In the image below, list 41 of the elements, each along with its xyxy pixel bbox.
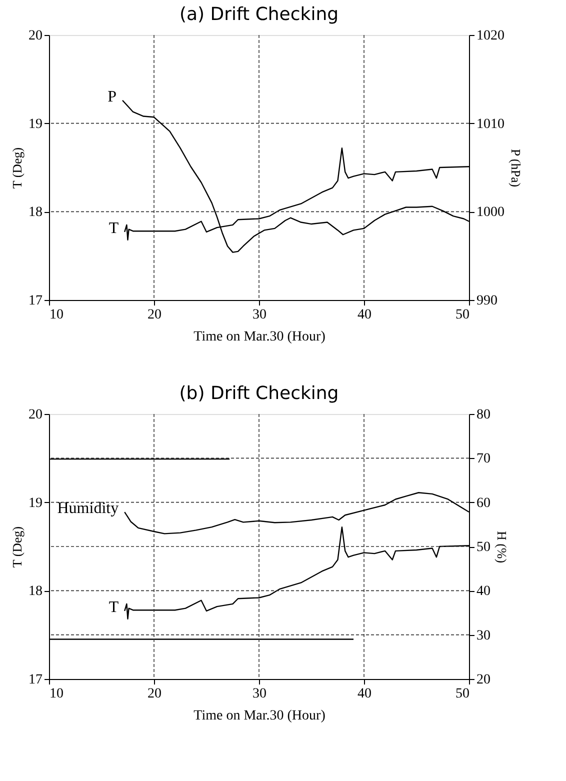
y2-tick-label: 80	[476, 408, 490, 422]
y2-tick-label: 30	[476, 628, 490, 644]
y-tick-label: 18	[28, 205, 42, 220]
x-tick-label: 20	[148, 308, 162, 322]
x-tick-label: 50	[456, 686, 470, 702]
x-tick-label: 30	[252, 686, 266, 702]
series-label: T	[108, 220, 119, 237]
y2-tick-label: 70	[476, 452, 490, 467]
y-tick-label: 18	[28, 584, 42, 600]
y-tick-label: 19	[28, 496, 42, 511]
x-tick-label: 10	[50, 308, 64, 322]
y2-axis-title: P (hPa)	[508, 148, 524, 188]
y-axis-title: T (Deg)	[10, 147, 24, 189]
y2-tick-label: 1020	[476, 28, 504, 44]
y2-tick-label: 1000	[476, 205, 504, 220]
y2-tick-label: 1010	[476, 116, 504, 132]
x-tick-label: 40	[358, 686, 372, 702]
series-label: T	[108, 598, 119, 616]
y-tick-label: 20	[28, 28, 42, 44]
y-tick-label: 19	[28, 116, 42, 132]
chart-title: (a) Drift Checking	[179, 4, 339, 25]
x-tick-label: 30	[252, 308, 266, 322]
y2-tick-label: 20	[476, 672, 490, 688]
y-tick-label: 17	[28, 672, 42, 688]
x-tick-label: 50	[456, 308, 470, 322]
chart-title: (b) Drift Checking	[179, 383, 339, 404]
y2-tick-label: 990	[476, 294, 498, 308]
legend-label: Humidity	[57, 500, 119, 518]
series-label: P	[108, 88, 117, 106]
y2-tick-label: 40	[476, 584, 490, 600]
y-axis-title: T (Deg)	[10, 526, 24, 568]
x-tick-label: 40	[358, 308, 372, 322]
y2-tick-label: 50	[476, 540, 490, 555]
x-tick-label: 20	[148, 686, 162, 702]
x-axis-title: Time on Mar.30 (Hour)	[194, 330, 326, 344]
y-tick-label: 20	[28, 408, 42, 422]
x-tick-label: 10	[50, 686, 64, 702]
y2-tick-label: 60	[476, 496, 490, 511]
x-axis-title: Time on Mar.30 (Hour)	[194, 708, 326, 724]
y-tick-label: 17	[28, 294, 42, 308]
y2-axis-title: H (%)	[494, 530, 510, 564]
